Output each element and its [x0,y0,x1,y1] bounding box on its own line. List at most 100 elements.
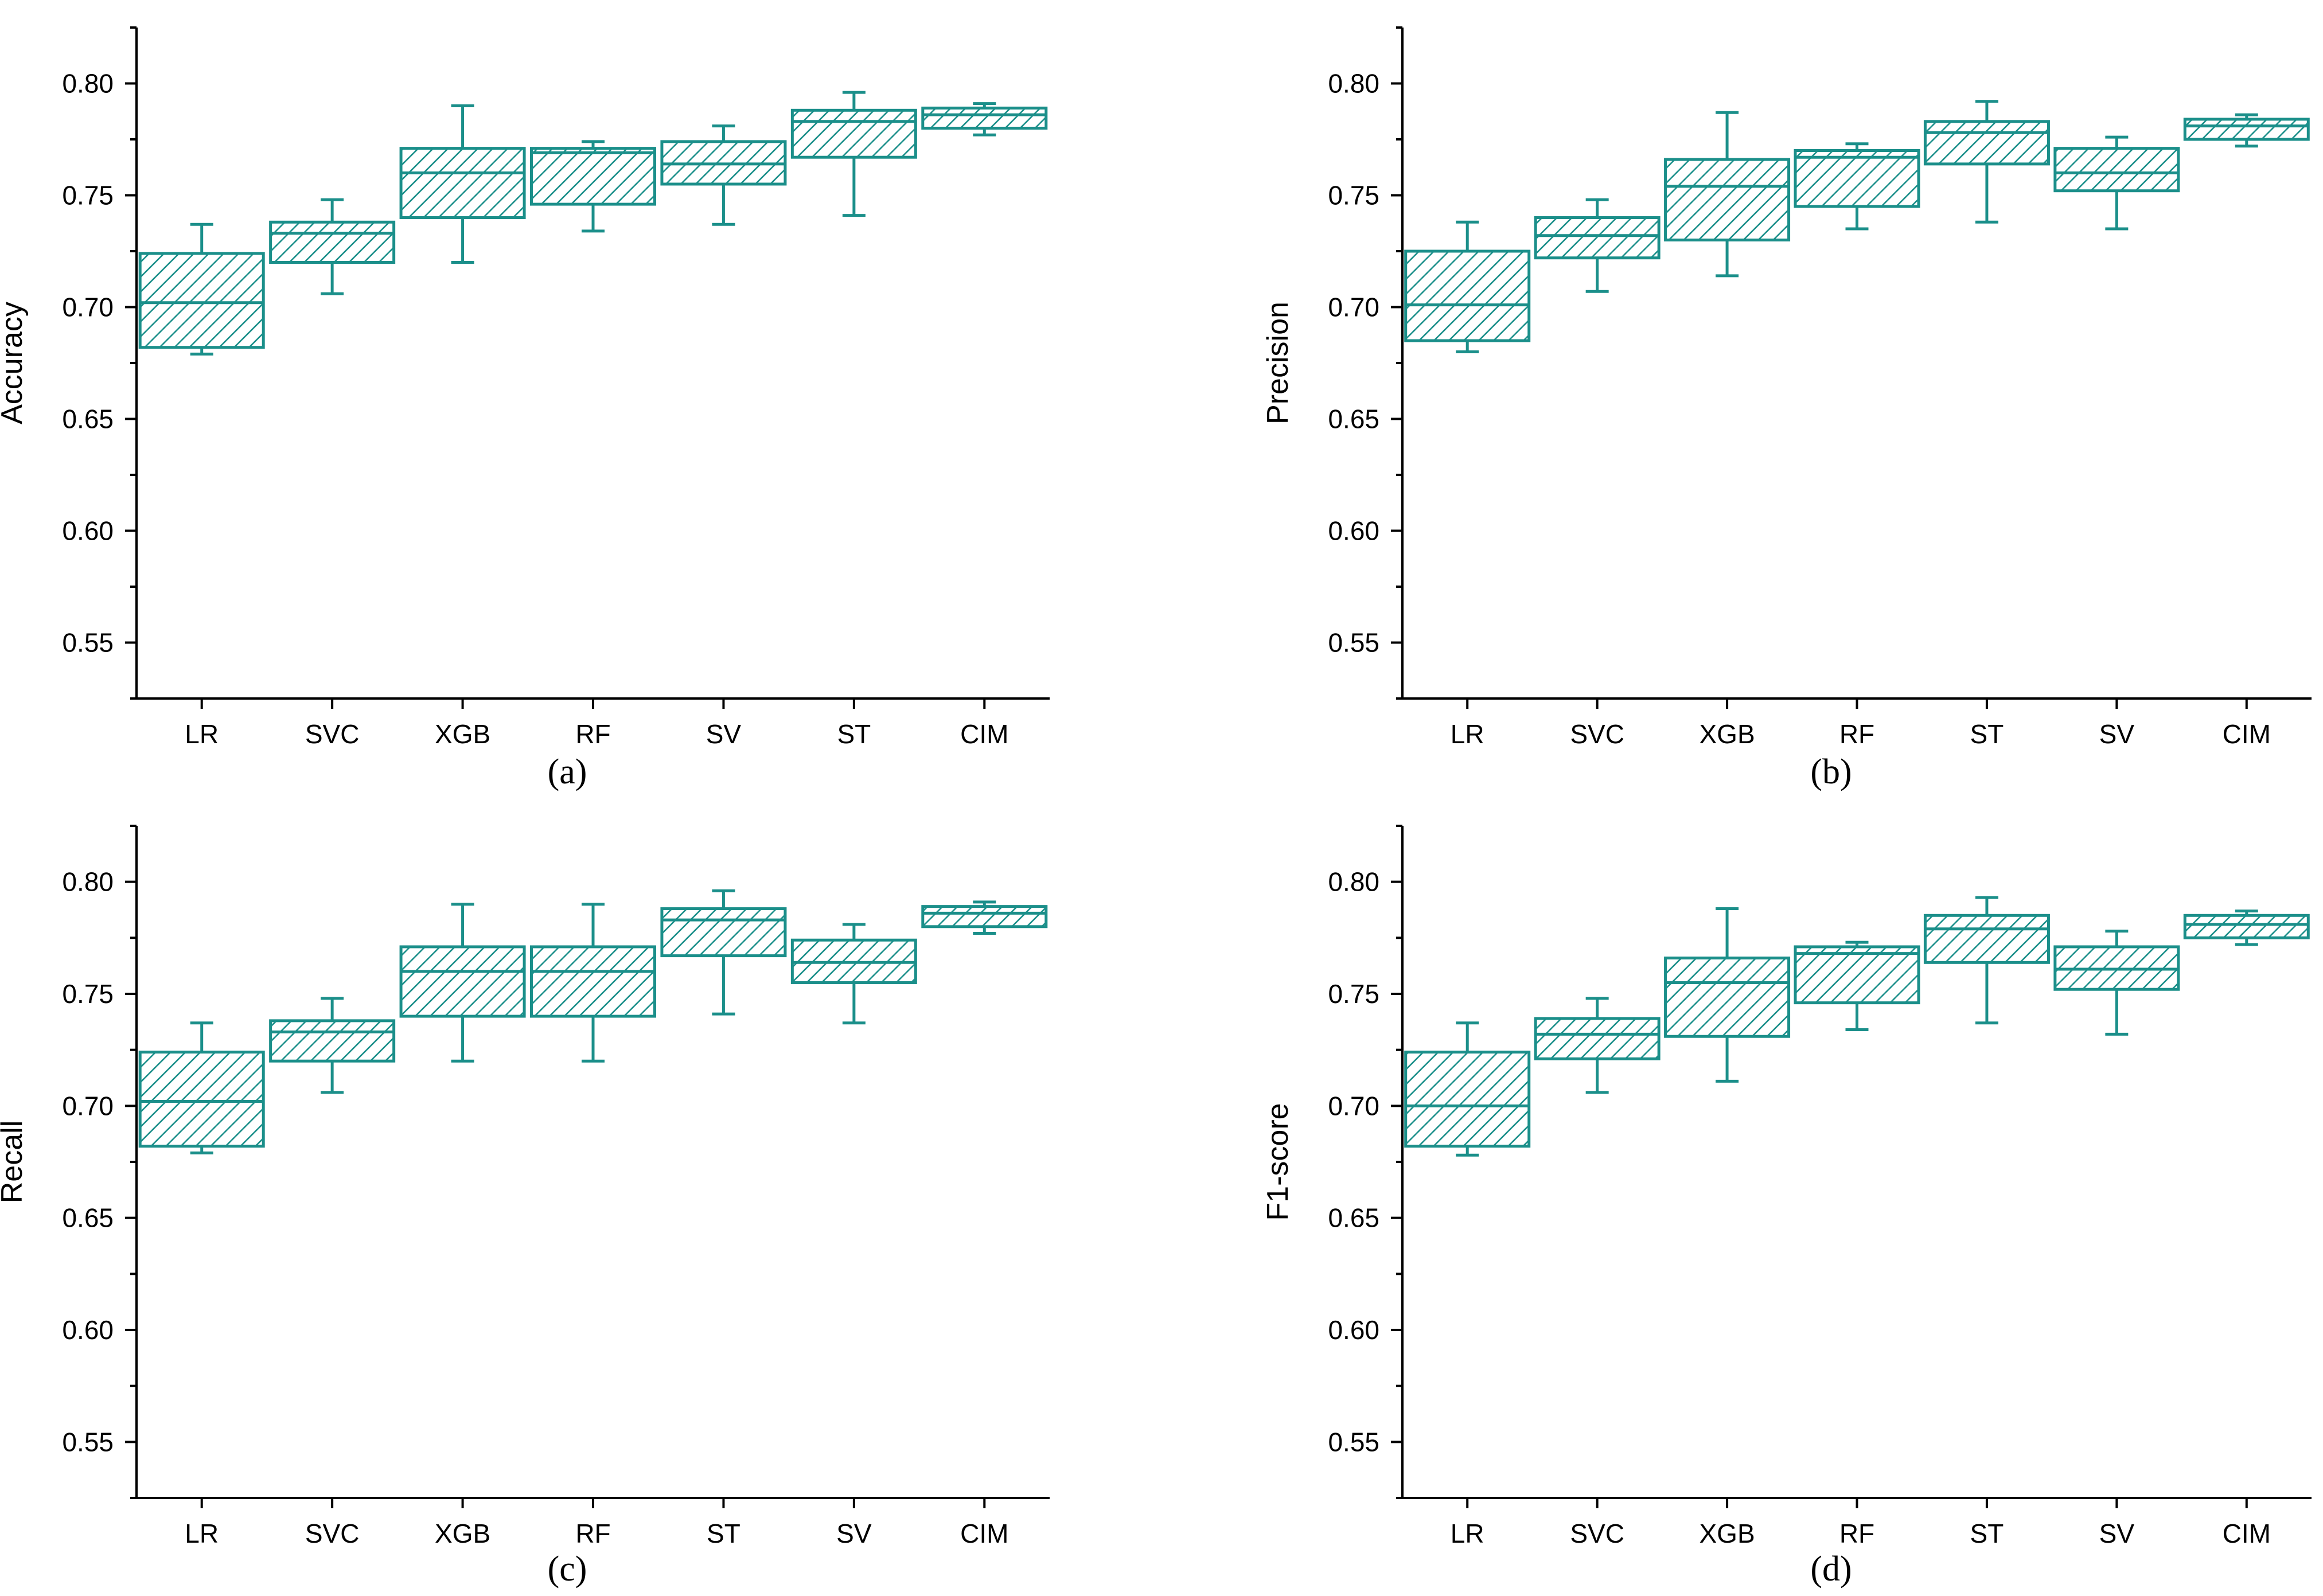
x-tick-label: LR [185,719,219,749]
box-ST [660,889,787,1016]
box-RF [530,140,656,233]
x-tick-label: CIM [2223,719,2271,749]
iqr-box [530,945,656,1018]
y-tick-label: 0.70 [62,292,114,322]
box-LR [138,1021,265,1154]
iqr-box [1664,158,1791,241]
panel-c: 0.55 0.60 0.65 0.70 0.75 0.80 Recall LR SVC XGB RF… [0,825,1050,1589]
y-tick-label: 0.55 [1328,628,1379,658]
box-CIM [2183,113,2310,148]
iqr-box [2183,914,2310,939]
x-tick-label: RF [575,1519,610,1548]
y-tick-label: 0.75 [62,979,114,1009]
iqr-box [530,147,656,206]
y-tick-label: 0.75 [1328,979,1379,1009]
panel-a: 0.55 0.60 0.65 0.70 0.75 0.80 Accuracy LR SVC XGB… [0,26,1050,791]
y-tick-label: 0.75 [62,181,114,210]
box-SV [2053,930,2180,1036]
x-tick-label: RF [575,719,610,749]
panel-b: 0.55 0.60 0.65 0.70 0.75 0.80 Precision LR SVC XG… [1261,26,2312,791]
y-tick-label: 0.65 [62,1203,114,1233]
x-tick-label: CIM [2223,1519,2271,1548]
box-SV [2053,135,2180,231]
box-CIM [921,900,1048,935]
x-tick-label: LR [1451,719,1484,749]
y-axis-title: F1-score [1261,1103,1295,1220]
x-tick-label: SVC [1570,1519,1624,1548]
y-axis-title: Precision [1261,302,1295,424]
iqr-box [1923,914,2050,964]
box-XGB [399,903,526,1063]
x-tick-label: XGB [1699,1519,1755,1548]
y-tick-label: 0.80 [1328,867,1379,897]
y-tick-label: 0.60 [62,1315,114,1345]
iqr-box [921,905,1048,928]
box-SVC [269,997,396,1094]
y-tick-label: 0.60 [1328,516,1379,546]
x-tick-label: RF [1839,1519,1874,1548]
iqr-box [1794,945,1920,1005]
y-axis-title: Accuracy [0,302,29,424]
iqr-box [399,945,526,1018]
panel-caption: (a) [548,752,587,791]
box-LR [1404,220,1531,353]
iqr-box [660,907,787,958]
iqr-box [269,1019,396,1063]
iqr-box [2183,118,2310,141]
x-tick-label: SV [706,719,742,749]
iqr-box [1404,1051,1531,1148]
y-tick-label: 0.80 [62,69,114,99]
y-tick-label: 0.55 [1328,1427,1379,1457]
x-tick-label: RF [1839,719,1874,749]
panel-caption: (d) [1810,1550,1852,1589]
box-RF [1794,142,1920,231]
box-XGB [399,104,526,264]
iqr-box [1923,120,2050,166]
iqr-box [1404,249,1531,342]
x-tick-label: XGB [435,1519,490,1548]
box-ST [1923,100,2050,224]
y-tick-label: 0.55 [62,1427,114,1457]
y-tick-label: 0.80 [62,867,114,897]
x-tick-label: ST [1970,1519,2004,1548]
y-tick-label: 0.70 [1328,1091,1379,1121]
x-tick-label: XGB [435,719,490,749]
box-RF [1794,941,1920,1032]
iqr-box [2053,147,2180,193]
x-tick-label: SVC [1570,719,1624,749]
box-RF [530,903,656,1063]
box-CIM [2183,909,2310,946]
iqr-box [790,108,917,159]
box-SVC [1534,198,1661,293]
y-tick-label: 0.60 [1328,1315,1379,1345]
iqr-box [1794,149,1920,208]
x-tick-label: SV [836,1519,872,1548]
box-SV [790,923,917,1025]
box-LR [1404,1021,1531,1157]
box-SV [660,124,787,226]
y-tick-label: 0.70 [62,1091,114,1121]
box-XGB [1664,111,1791,278]
iqr-box [1534,1017,1661,1060]
x-tick-label: SV [2099,1519,2135,1548]
x-tick-label: ST [707,1519,740,1548]
x-tick-label: SVC [305,719,360,749]
y-tick-label: 0.65 [62,404,114,434]
box-ST [790,91,917,217]
panel-caption: (c) [548,1550,587,1589]
box-SVC [269,198,396,295]
box-SVC [1534,997,1661,1094]
box-ST [1923,896,2050,1025]
y-tick-label: 0.75 [1328,181,1379,210]
box-CIM [921,102,1048,136]
panel-d: 0.55 0.60 0.65 0.70 0.75 0.80 F1-score LR SVC XGB… [1261,825,2312,1589]
iqr-box [921,106,1048,130]
y-tick-label: 0.65 [1328,1203,1379,1233]
iqr-box [399,147,526,220]
iqr-box [1534,216,1661,260]
box-LR [138,223,265,356]
y-tick-label: 0.60 [62,516,114,546]
y-tick-label: 0.80 [1328,69,1379,99]
x-tick-label: XGB [1699,719,1755,749]
